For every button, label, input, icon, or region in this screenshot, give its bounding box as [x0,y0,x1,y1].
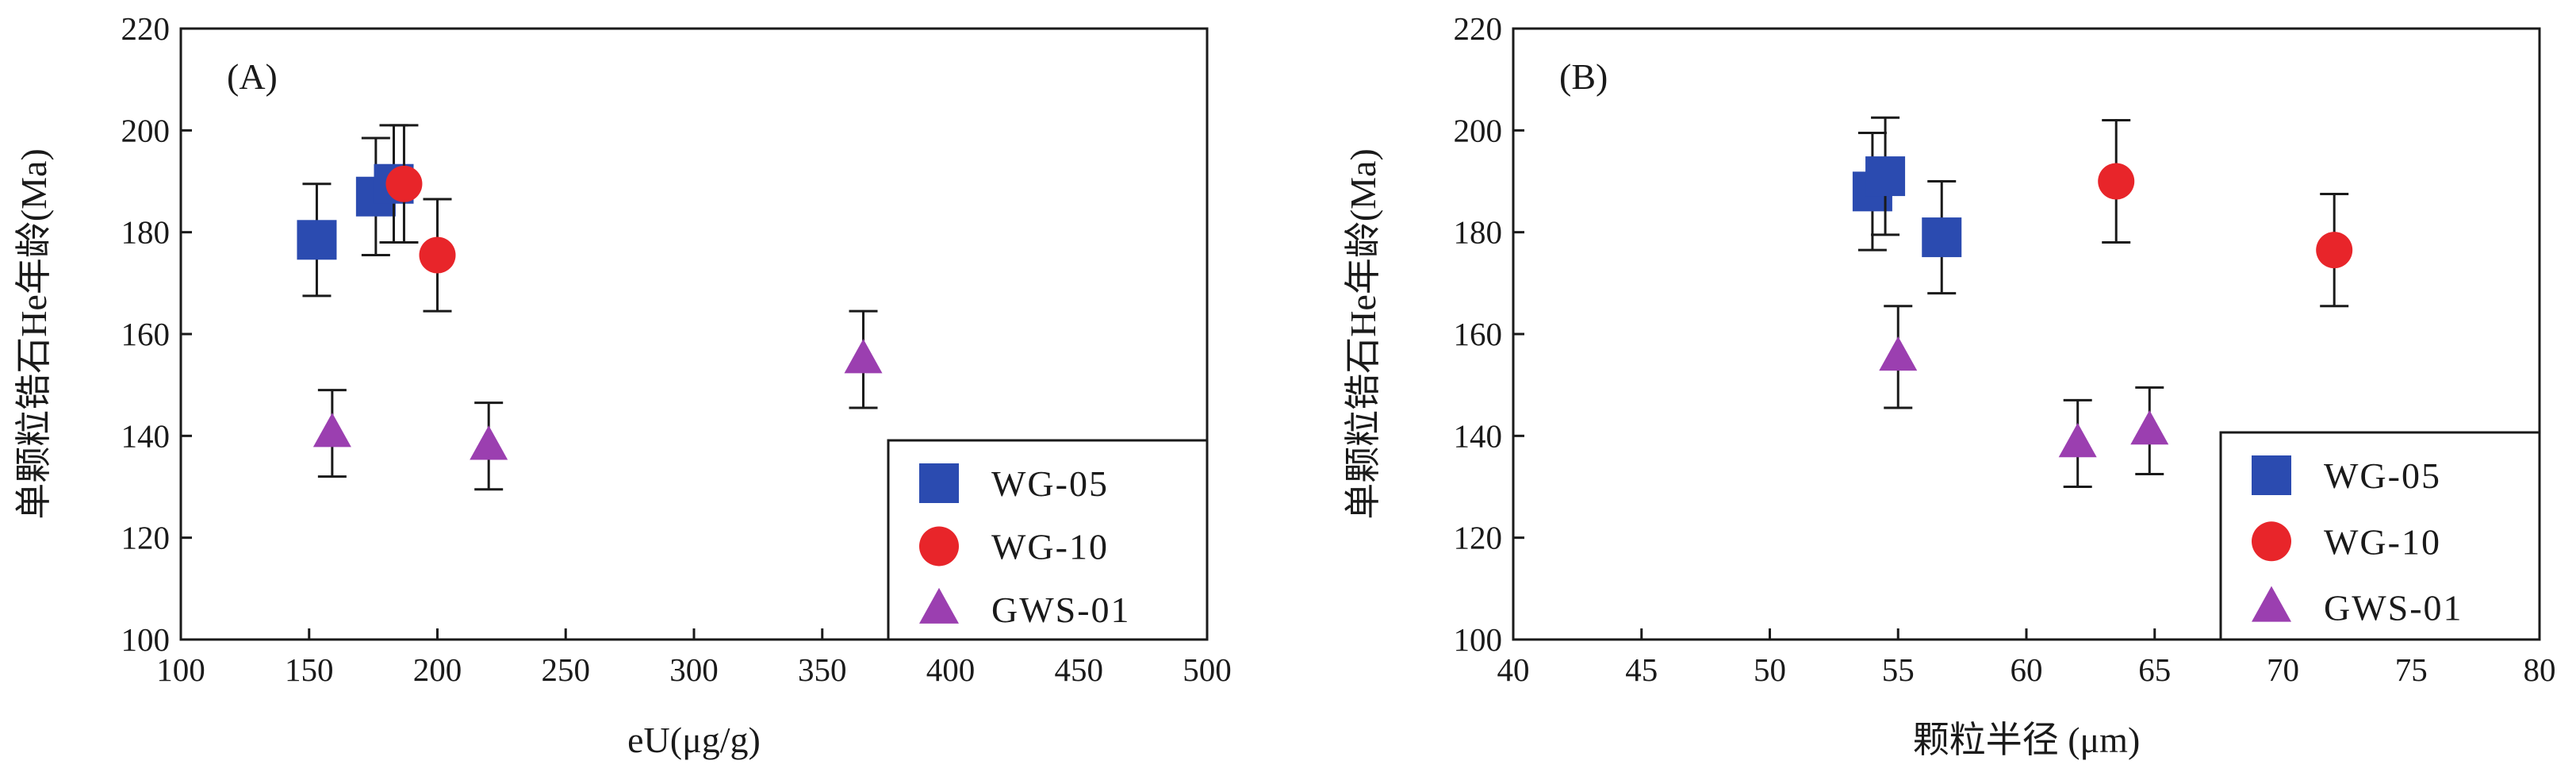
legend: WG-05 WG-10 GWS-01 [2219,431,2541,641]
data-point [312,413,351,448]
data-point [297,220,337,260]
x-tick-label: 450 [1055,651,1104,688]
series-wg-05 [1852,116,1962,295]
y-tick-label: 100 [1454,621,1503,658]
data-point [1922,217,1962,258]
legend: WG-05 WG-10 GWS-01 [887,439,1209,641]
chart-panel-a: 100 150 200 250 300 350 400 450 500 100 120 140 160 1… [13,10,1232,760]
y-tick-label: 180 [1454,214,1503,251]
x-tick-label: 300 [669,651,719,688]
series-gws-01 [1879,305,2169,488]
y-tick-label: 200 [121,112,171,148]
data-point [844,339,883,374]
y-tick-label: 140 [121,417,171,454]
x-axis-title: 颗粒半径 (μm) [1913,720,2141,760]
x-tick-label: 500 [1183,651,1232,688]
chart-panel-b: 40 45 50 55 60 65 70 75 80 100 120 140 160 180 200 220 颗… [1343,10,2556,760]
series-wg-10 [385,124,456,313]
legend-label: GWS-01 [2324,588,2463,628]
legend-label: WG-05 [991,463,1109,504]
y-axis-title: 单颗粒锆石He年龄(Ma) [13,148,54,520]
x-tick-label: 70 [2267,651,2299,688]
x-axis-title: eU(μg/g) [627,720,761,760]
data-point [2098,163,2135,200]
data-point [1865,156,1906,197]
panel-label: (B) [1559,56,1608,97]
x-tick-label: 80 [2524,651,2556,688]
y-tick-label: 180 [121,214,171,251]
x-tick-label: 60 [2011,651,2043,688]
x-tick-label: 50 [1754,651,1786,688]
y-tick-label: 120 [1454,520,1503,556]
x-tick-label: 75 [2395,651,2428,688]
legend-label: GWS-01 [991,590,1131,630]
legend-marker-gws-01 [2252,586,2291,622]
y-tick-label: 140 [1454,417,1503,454]
legend-label: WG-10 [991,526,1109,567]
data-point [2316,232,2353,269]
series-wg-10 [2098,119,2353,308]
legend-marker-gws-01 [919,587,959,624]
legend-label: WG-10 [2324,521,2441,562]
x-tick-label: 350 [798,651,847,688]
x-tick-label: 45 [1625,651,1658,688]
x-tick-label: 250 [542,651,591,688]
legend-marker-wg-05 [919,463,959,503]
data-point [2130,409,2169,445]
x-tick-label: 100 [156,651,205,688]
y-tick-label: 220 [1454,10,1503,47]
x-tick-label: 65 [2138,651,2171,688]
series-gws-01 [312,309,883,491]
y-tick-label: 220 [121,10,171,47]
data-point [419,236,456,274]
x-tick-label: 400 [926,651,976,688]
panel-label: (A) [227,56,278,97]
y-tick-label: 100 [121,621,171,658]
y-tick-label: 200 [1454,112,1503,148]
x-tick-label: 150 [285,651,334,688]
data-point [1879,336,1918,371]
data-point [2058,423,2097,458]
x-tick-label: 200 [413,651,462,688]
legend-marker-wg-10 [919,526,959,567]
y-tick-label: 120 [121,520,171,556]
data-point [470,425,508,460]
y-tick-label: 160 [1454,316,1503,352]
legend-label: WG-05 [2324,455,2441,496]
legend-marker-wg-05 [2252,455,2291,495]
y-tick-label: 160 [121,316,171,352]
x-tick-label: 40 [1497,651,1530,688]
data-point [385,165,423,202]
series-wg-05 [297,124,414,298]
x-tick-label: 55 [1882,651,1915,688]
legend-marker-wg-10 [2252,521,2291,562]
y-axis-title: 单颗粒锆石He年龄(Ma) [1343,148,1383,520]
